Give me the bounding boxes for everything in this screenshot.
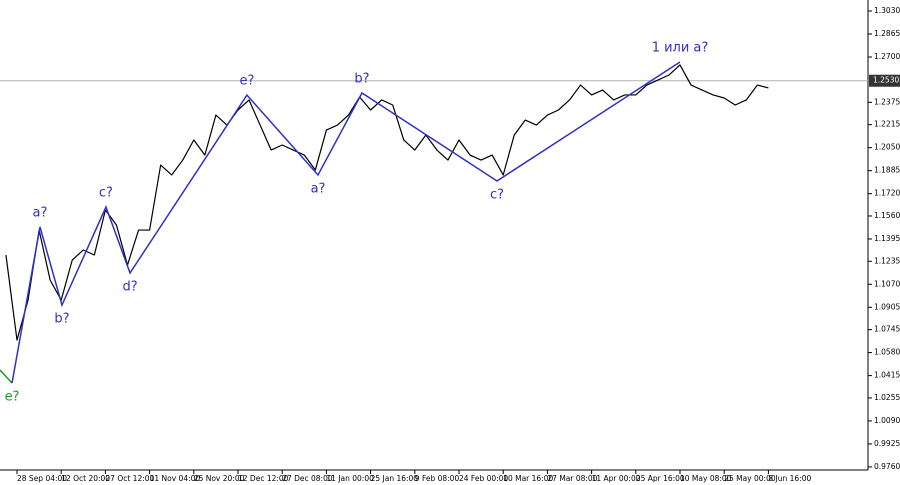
x-tick-label: 25 Nov 20:00 [194,474,245,483]
y-tick-label: 1.0905 [874,302,900,311]
x-tick-label: 12 Dec 12:00 [238,474,289,483]
y-tick-label: 1.1720 [874,189,900,198]
y-tick-label: 1.1885 [874,166,900,175]
x-tick-label: 27 Dec 08:00 [282,474,333,483]
x-tick-label: 25 May 00:00 [724,474,776,483]
x-tick-label: 25 Apr 16:00 [636,474,685,483]
wave-label: e? [5,389,20,404]
wave-line [11,61,681,384]
y-tick-label: 1.0415 [874,371,900,380]
y-tick-label: 1.3030 [874,6,900,15]
x-tick-label: 11 Nov 04:00 [150,474,201,483]
y-tick-label: 1.1560 [874,211,900,220]
x-tick-label: 10 Mar 16:00 [503,474,553,483]
wave-label: d? [122,279,137,294]
x-tick-label: 27 Mar 08:00 [547,474,597,483]
y-tick-label: 1.0255 [874,393,900,402]
y-tick-label: 1.1070 [874,279,900,288]
wave-label: c? [490,187,504,202]
x-tick-label: 11 Jan 00:00 [326,474,374,483]
wave-label: b? [54,312,69,327]
y-tick-label: 1.2865 [874,29,900,38]
wave-label: 1 или a? [652,41,709,56]
x-tick-label: 28 Sep 04:00 [17,474,67,483]
x-tick-label: 25 Jan 16:00 [371,474,419,483]
y-tick-label: 1.2375 [874,97,900,106]
y-tick-label: 1.1235 [874,256,900,265]
y-tick-label: 1.0745 [874,325,900,334]
wave-label: b? [354,71,369,86]
wave-label: e? [239,74,254,89]
y-tick-label: 1.1395 [874,234,900,243]
x-tick-label: 24 Feb 00:00 [459,474,508,483]
x-tick-label: 8 Jun 16:00 [768,474,811,483]
y-tick-label: 1.2700 [874,52,900,61]
y-tick-label: 1.2215 [874,120,900,129]
y-tick-label: 1.0580 [874,348,900,357]
current-price-box [869,74,900,87]
wave-label: c? [99,186,113,201]
price-line [5,64,769,341]
y-tick-label: 1.0090 [874,416,900,425]
x-tick-label: 12 Oct 20:00 [61,474,110,483]
current-price-label: 1.2530 [873,76,899,85]
y-tick-label: 0.9760 [874,462,900,471]
x-tick-label: 11 Apr 00:00 [592,474,641,483]
x-tick-label: 9 Feb 08:00 [415,474,460,483]
y-tick-label: 1.2050 [874,143,900,152]
x-tick-label: 10 May 08:00 [680,474,732,483]
wave-line [0,369,13,384]
x-tick-label: 27 Oct 12:00 [105,474,154,483]
wave-label: a? [33,205,48,220]
y-tick-label: 0.9925 [874,439,900,448]
wave-label: a? [311,181,326,196]
